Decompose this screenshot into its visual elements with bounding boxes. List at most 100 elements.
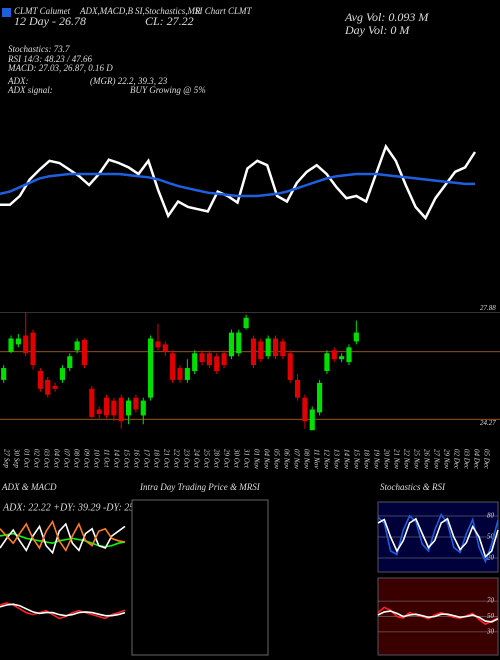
x-tick-label: 28 Oct <box>212 449 220 469</box>
candle-body <box>118 397 124 422</box>
candle-body <box>170 353 176 380</box>
candle-body <box>103 397 110 416</box>
candle-body <box>37 371 43 389</box>
x-tick-label: 16 Oct <box>132 449 140 469</box>
candle-body <box>1 368 7 380</box>
candle-body <box>243 317 249 329</box>
x-tick-label: 15 Oct <box>122 449 130 469</box>
x-tick-label: 01 Oct <box>22 449 30 469</box>
candle-body <box>15 338 21 345</box>
x-tick-label: 06 Nov <box>282 449 290 470</box>
x-tick-label: 20 Nov <box>382 449 390 470</box>
x-tick-label: 22 Nov <box>402 449 410 470</box>
panel-title: Intra Day Trading Price & MRSI <box>139 482 261 492</box>
y-tick-label: 80 <box>487 512 495 520</box>
candle-body <box>236 332 242 354</box>
header-text: BUY Growing @ 5% <box>130 85 206 95</box>
candle-body <box>155 341 161 348</box>
indicator-line <box>377 517 499 559</box>
header-text: ADX signal: <box>7 85 53 95</box>
x-tick-label: 03 Dec <box>462 449 470 470</box>
candle-body <box>199 353 205 363</box>
x-tick-label: 04 Oct <box>52 449 60 469</box>
candle-body <box>258 341 264 360</box>
candle-body <box>324 353 330 372</box>
intraday-panel <box>131 499 269 656</box>
candle-body <box>177 368 183 380</box>
header-text: Avg Vol: 0.093 M <box>344 10 429 24</box>
candle-body <box>140 400 146 416</box>
x-tick-label: 30 Oct <box>232 448 240 469</box>
candle-body <box>96 409 102 414</box>
x-tick-label: 14 Nov <box>342 449 350 470</box>
x-tick-label: 09 Oct <box>82 449 90 469</box>
panel-title: ADX & MACD <box>1 482 57 492</box>
x-tick-label: 29 Oct <box>222 449 230 469</box>
x-tick-label: 22 Oct <box>172 449 180 469</box>
candle-body <box>81 339 88 366</box>
y-tick-label: 30 <box>486 628 495 636</box>
candle-body <box>45 379 51 395</box>
candle-body <box>346 347 352 363</box>
x-tick-label: 05 Dec <box>482 449 490 470</box>
indicator-line <box>0 143 477 221</box>
header-text: (MGR) 22.2, 39.3, 23 <box>90 76 168 86</box>
candle-body <box>148 338 154 398</box>
candle-body <box>59 368 66 380</box>
header-text: 12 Day - 26.78 <box>14 14 86 28</box>
candle-body <box>30 332 36 366</box>
x-tick-label: 21 Oct <box>162 449 170 469</box>
header-text: CL: 27.22 <box>145 14 194 28</box>
candle-body <box>126 400 132 416</box>
x-tick-label: 04 Nov <box>262 449 270 470</box>
x-tick-label: 11 Oct <box>102 449 110 468</box>
candle-body <box>221 353 227 366</box>
x-tick-label: 29 Nov <box>442 449 450 470</box>
candle-body <box>111 400 117 416</box>
indicator-line <box>0 603 126 617</box>
candle-body <box>280 341 286 357</box>
x-tick-label: 04 Dec <box>472 449 480 470</box>
x-tick-label: 17 Oct <box>142 449 150 469</box>
header-text: ADX,MACD,B <box>79 6 133 16</box>
indicator-line <box>0 522 126 555</box>
candle-body <box>228 332 234 357</box>
indicator-line <box>0 602 126 620</box>
indicator-line <box>377 606 499 626</box>
x-tick-label: 18 Oct <box>152 449 160 469</box>
candle-body <box>309 409 315 431</box>
candle-body <box>294 379 301 398</box>
y-tick-label: 70 <box>487 597 495 605</box>
header-text: Day Vol: 0 M <box>344 23 410 37</box>
header-text: RSI 14/3: 48.23 / 47.66 <box>7 54 92 64</box>
x-tick-label: 07 Oct <box>62 449 70 469</box>
candle-body <box>133 397 139 410</box>
candle-body <box>317 382 323 413</box>
indicator-line <box>377 610 499 623</box>
header-text: SI Chart CLMT <box>195 6 253 16</box>
x-tick-label: 14 Oct <box>112 449 120 469</box>
x-tick-label: 15 Nov <box>352 449 360 470</box>
candle-body <box>52 385 58 389</box>
candle-body <box>23 335 29 354</box>
x-tick-label: 05 Nov <box>272 449 280 470</box>
candle-body <box>339 356 345 360</box>
candle-body <box>287 353 293 380</box>
x-tick-label: 07 Nov <box>292 449 300 470</box>
candle-body <box>8 338 14 352</box>
x-tick-label: 19 Nov <box>372 449 380 470</box>
header-text: CLMT Calumet <box>14 6 71 16</box>
panel-subtitle: ADX: 22.22 +DY: 39.29 -DY: 25 <box>2 502 134 513</box>
candle-body <box>214 356 220 372</box>
y-tick-label: 50 <box>487 612 495 620</box>
x-tick-label: 24 Oct <box>192 449 200 469</box>
x-tick-label: 08 Nov <box>302 449 310 470</box>
x-tick-label: 27 Sep <box>2 449 10 468</box>
x-tick-label: 31 Oct <box>242 448 250 469</box>
indicator-line <box>0 519 126 553</box>
x-tick-label: 11 Nov <box>312 449 320 469</box>
x-tick-label: 08 Oct <box>72 449 80 469</box>
x-tick-label: 03 Oct <box>42 449 50 469</box>
x-tick-label: 10 Oct <box>92 449 100 469</box>
